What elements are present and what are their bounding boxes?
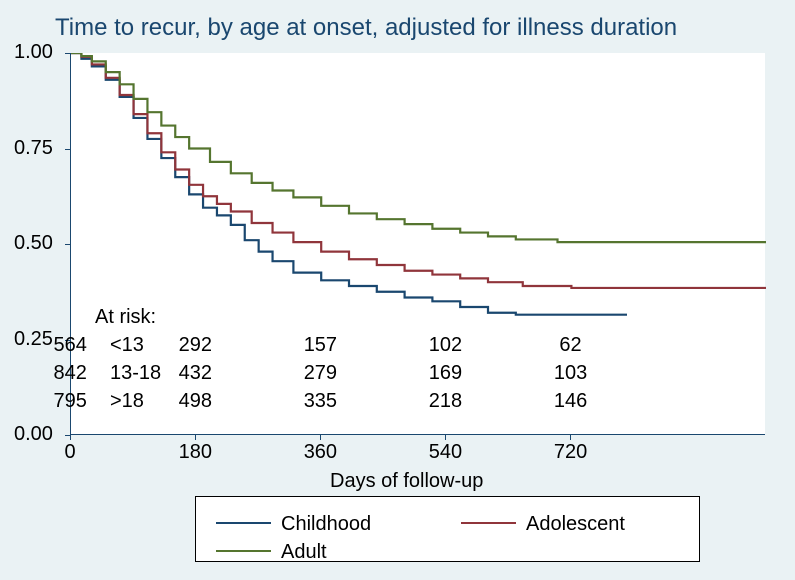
legend: Childhood Adolescent Adult [195,496,700,562]
risk-cell: 218 [429,390,462,413]
risk-cell: 292 [179,334,212,357]
risk-row-label: 13-18 [110,362,161,385]
y-tick-mark [65,53,70,54]
legend-line-icon [461,522,516,524]
y-tick-label: 0.25 [14,328,53,351]
legend-label: Adolescent [526,513,625,536]
risk-cell: 432 [179,362,212,385]
risk-cell: 62 [559,334,581,357]
figure-container: Time to recur, by age at onset, adjusted… [0,0,795,580]
legend-label: Childhood [281,513,371,536]
series-adult [71,53,766,242]
risk-cell: 564 [54,334,87,357]
y-tick-mark [65,149,70,150]
x-tick-mark [320,435,321,440]
risk-cell: 279 [304,362,337,385]
risk-cell: 335 [304,390,337,413]
risk-cell: 498 [179,390,212,413]
y-tick-label: 0.75 [14,137,53,160]
legend-line-icon [216,550,271,552]
y-tick-label: 0.50 [14,232,53,255]
y-tick-mark [65,244,70,245]
survival-curves-svg [71,53,766,435]
risk-row-label: >18 [110,390,144,413]
risk-cell: 795 [54,390,87,413]
legend-line-icon [216,522,271,524]
x-tick-label: 180 [179,441,212,464]
risk-cell: 842 [54,362,87,385]
x-tick-label: 540 [429,441,462,464]
series-adolescent [71,53,766,288]
x-tick-label: 720 [554,441,587,464]
x-tick-mark [195,435,196,440]
risk-cell: 146 [554,390,587,413]
risk-header: At risk: [95,306,156,329]
x-tick-label: 0 [65,441,76,464]
risk-cell: 169 [429,362,462,385]
series-childhood [71,53,627,315]
risk-row-label: <13 [110,334,144,357]
risk-cell: 157 [304,334,337,357]
y-tick-label: 0.00 [14,423,53,446]
chart-title: Time to recur, by age at onset, adjusted… [55,14,677,42]
x-tick-mark [570,435,571,440]
legend-label: Adult [281,541,327,564]
risk-cell: 102 [429,334,462,357]
risk-cell: 103 [554,362,587,385]
x-tick-mark [445,435,446,440]
x-tick-label: 360 [304,441,337,464]
y-tick-label: 1.00 [14,41,53,64]
x-axis-title: Days of follow-up [330,470,483,493]
plot-area [70,53,765,435]
x-tick-mark [70,435,71,440]
